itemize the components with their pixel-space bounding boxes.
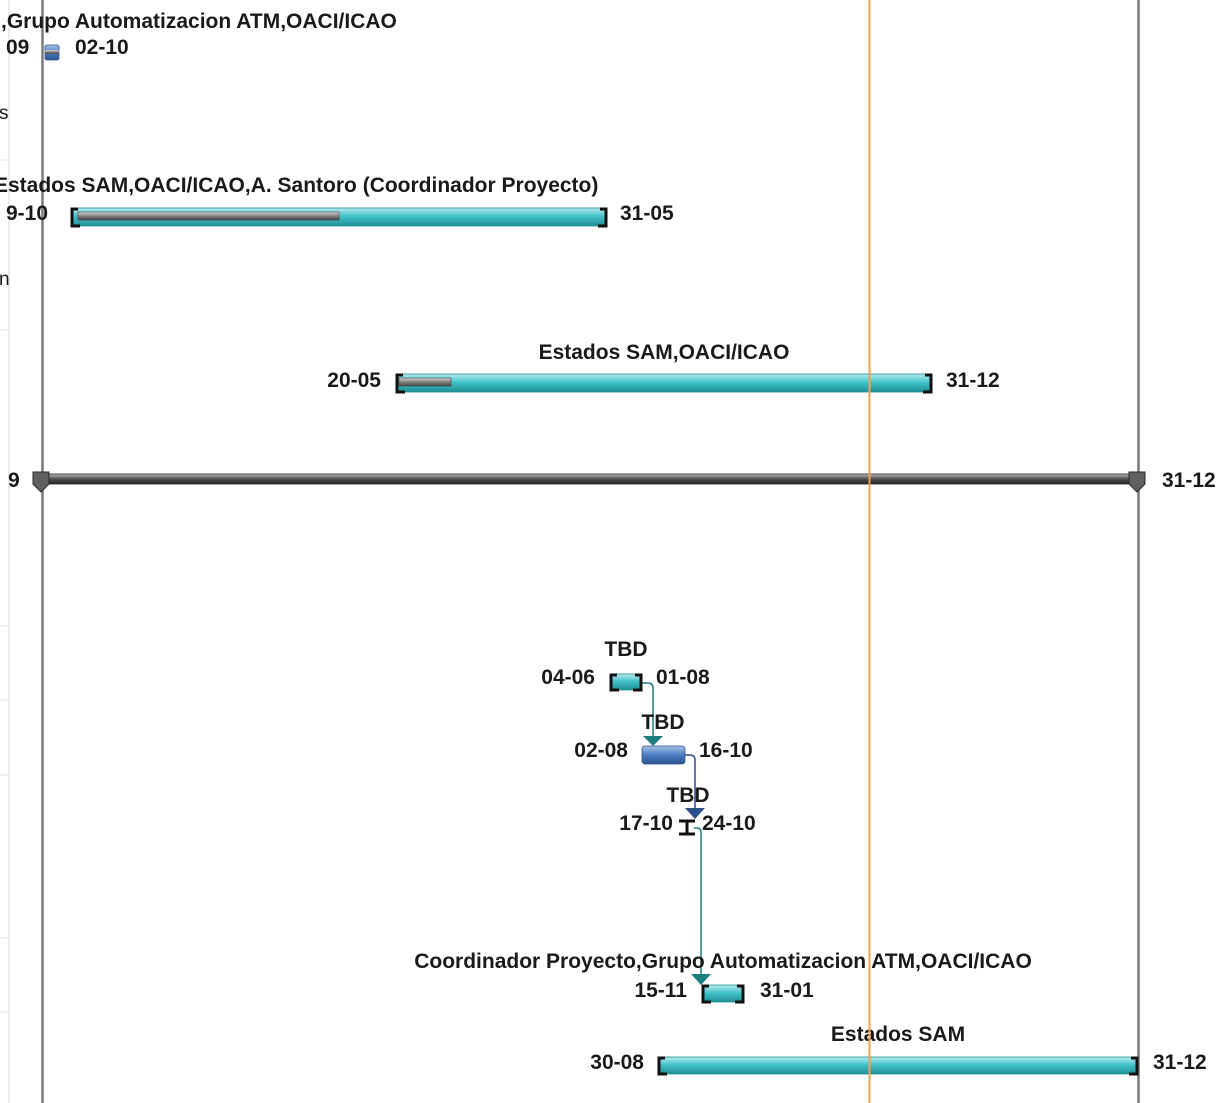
bar-start-bracket xyxy=(70,207,80,228)
task-start-date: 20-05 xyxy=(327,369,381,392)
task-resource-label: TBD xyxy=(604,638,647,661)
dependency-arrowhead xyxy=(685,808,705,819)
bar-start-bracket xyxy=(657,1056,667,1076)
task-start-date: 04-06 xyxy=(541,666,595,689)
task-resource-label: TBD xyxy=(666,784,709,807)
task-resource-label: Estados SAM,OACI/ICAO xyxy=(539,341,790,364)
task-progress-bar xyxy=(398,377,452,387)
task-end-date: 01-08 xyxy=(656,666,710,689)
task-end-date: 31-12 xyxy=(1153,1051,1207,1074)
task-end-date: 31-01 xyxy=(760,979,814,1002)
gantt-task[interactable]: Estados SAM,OACI/ICAO,A. Santoro (Coordi… xyxy=(0,174,674,228)
gantt-task[interactable]: Coordinador Proyecto,Grupo Automatizacio… xyxy=(414,950,1032,1004)
left-column-fragment: s xyxy=(0,103,9,124)
task-start-date: 02-08 xyxy=(574,739,628,762)
task-end-date: 31-12 xyxy=(946,369,1000,392)
bar-start-bracket xyxy=(395,373,405,394)
bar-start-bracket xyxy=(609,673,619,692)
gantt-task[interactable]: TBD 04-06 01-08 xyxy=(541,638,710,692)
summary-end-cap xyxy=(1128,471,1146,493)
task-bar xyxy=(679,819,695,836)
dependency-link xyxy=(694,827,702,975)
dependency-arrowhead xyxy=(643,736,663,746)
summary-start-cap xyxy=(32,471,50,493)
task-bar xyxy=(658,1056,1139,1075)
dependency-links xyxy=(642,682,702,975)
task-end-date: 24-10 xyxy=(702,812,756,835)
bar-start-bracket xyxy=(701,984,711,1004)
task-start-date: 15-11 xyxy=(634,979,687,1002)
task-resource-label: TBD xyxy=(641,711,684,734)
summary-bar xyxy=(36,473,1146,485)
task-end-date: 31-05 xyxy=(620,202,674,225)
task-bar xyxy=(702,984,745,1003)
left-column-fragment: n xyxy=(0,269,10,290)
task-start-date: 9 xyxy=(8,469,20,492)
dependency-link xyxy=(642,682,654,738)
dependency-link xyxy=(685,754,696,810)
bar-end-bracket xyxy=(598,207,608,228)
task-progress-bar xyxy=(45,50,59,54)
left-column: s n xyxy=(0,0,10,1103)
task-resource-label: Estados SAM xyxy=(831,1023,965,1046)
gantt-task[interactable]: TBD 02-08 16-10 xyxy=(574,711,753,765)
bar-end-bracket xyxy=(735,984,745,1004)
task-start-date: 30-08 xyxy=(590,1051,644,1074)
task-start-date: 17-10 xyxy=(619,812,673,835)
gantt-task[interactable]: TBD 17-10 24-10 xyxy=(619,784,756,836)
task-end-date: 31-12 xyxy=(1162,469,1216,492)
task-start-date: 09 xyxy=(6,36,29,59)
gantt-task[interactable]: Estados SAM,OACI/ICAO 20-05 31-12 xyxy=(327,341,1000,394)
bar-end-bracket xyxy=(923,373,933,394)
gantt-task[interactable]: ),Grupo Automatizacion ATM,OACI/ICAO 09 … xyxy=(0,10,397,61)
task-end-date: 02-10 xyxy=(75,36,129,59)
task-bar xyxy=(641,745,686,765)
task-start-date: 9-10 xyxy=(6,202,48,225)
dependency-arrowhead xyxy=(691,974,711,985)
bar-end-bracket xyxy=(1129,1056,1139,1076)
gantt-task[interactable]: Estados SAM 30-08 31-12 xyxy=(590,1023,1207,1076)
task-resource-label: ),Grupo Automatizacion ATM,OACI/ICAO xyxy=(0,10,397,33)
gantt-summary-task[interactable]: 9 31-12 xyxy=(8,469,1216,493)
task-resource-label: Estados SAM,OACI/ICAO,A. Santoro (Coordi… xyxy=(0,174,598,197)
task-end-date: 16-10 xyxy=(699,739,753,762)
bar-end-bracket xyxy=(633,673,643,692)
task-progress-bar xyxy=(77,211,340,221)
task-resource-label: Coordinador Proyecto,Grupo Automatizacio… xyxy=(414,950,1032,973)
task-bar xyxy=(396,373,933,393)
